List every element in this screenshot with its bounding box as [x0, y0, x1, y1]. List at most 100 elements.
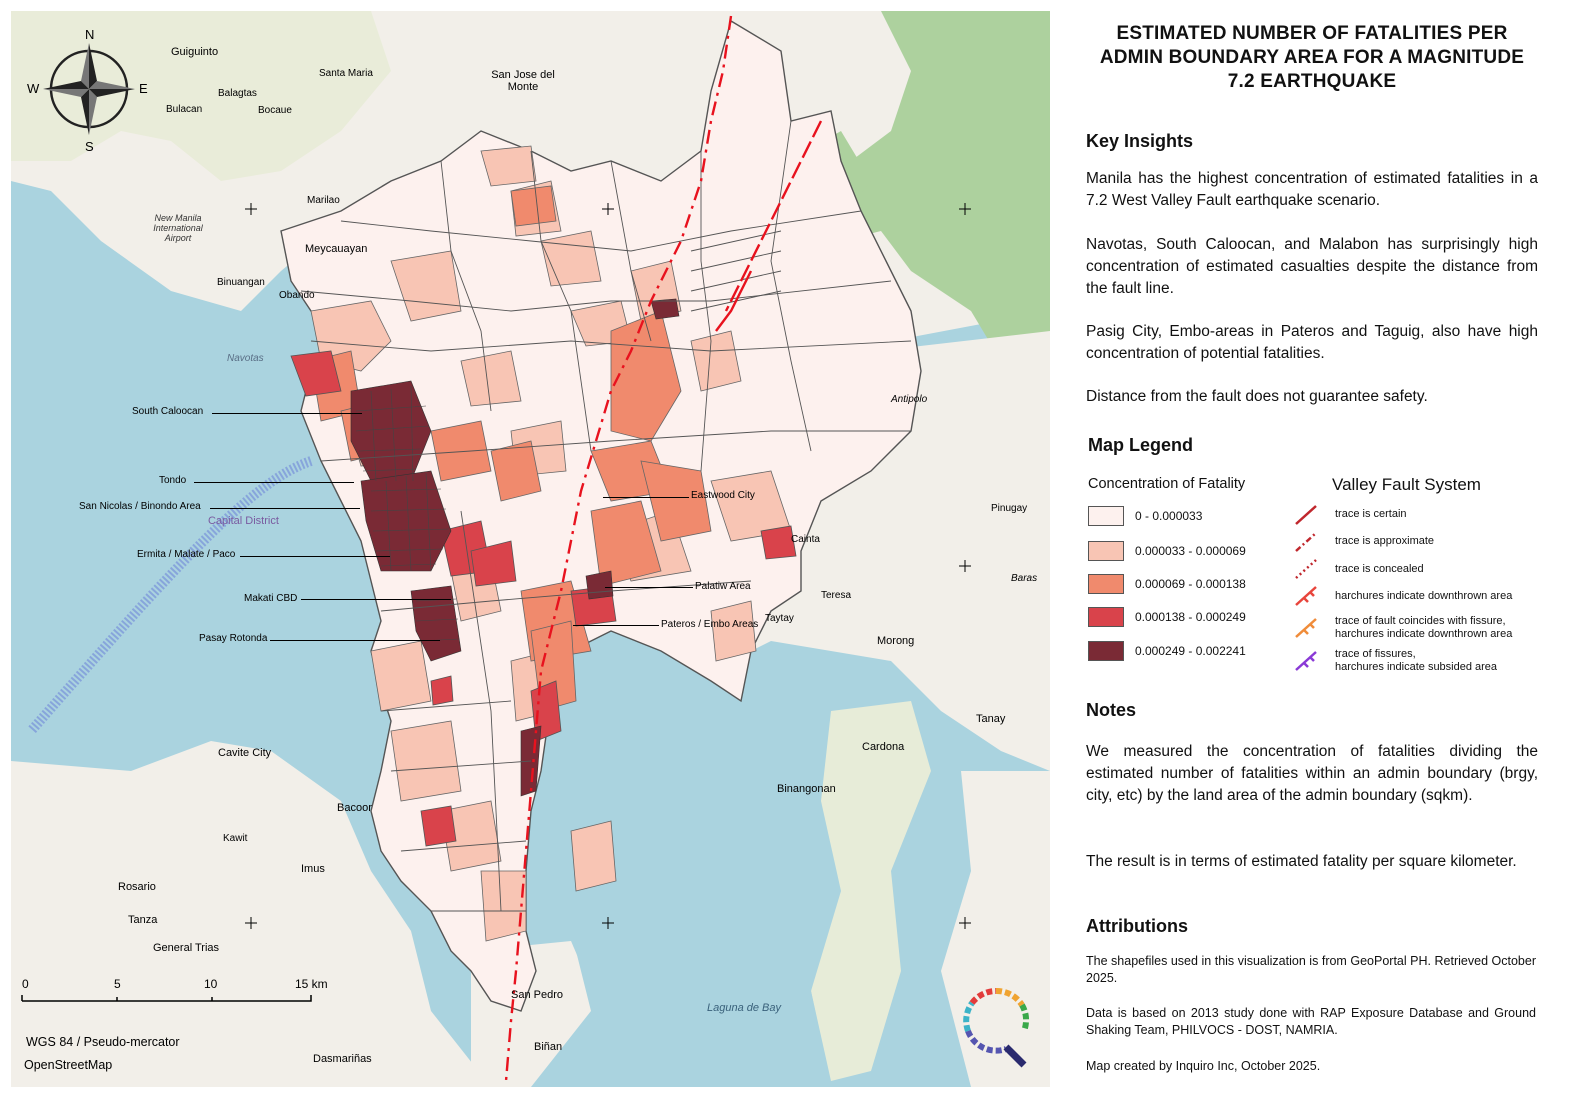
- fault-item-coincides-line1: trace of fault coincides with fissure,: [1335, 615, 1506, 627]
- leader-ermita: [240, 556, 390, 557]
- legend-swatch-2: [1088, 541, 1124, 561]
- place-morong: Morong: [877, 635, 915, 647]
- place-cainta: Cainta: [791, 534, 820, 545]
- legend-class-label-1: 0 - 0.000033: [1135, 509, 1203, 523]
- fault-item-concealed: trace is concealed: [1335, 563, 1424, 575]
- land-bulacan: [11, 11, 391, 181]
- scale-tick-0: 0: [22, 977, 29, 991]
- insight-4: Distance from the fault does not guarant…: [1086, 388, 1428, 405]
- label-palatiw-area: Palatiw Area: [695, 581, 751, 592]
- label-south-caloocan: South Caloocan: [132, 406, 204, 417]
- scale-tick-15: 15 km: [295, 977, 328, 991]
- compass-n-label: N: [85, 27, 95, 42]
- laguna-de-bay: [531, 651, 831, 1087]
- crs-label: WGS 84 / Pseudo-mercator: [26, 1035, 180, 1049]
- place-dasmarinas: Dasmariñas: [313, 1053, 372, 1065]
- label-pasay-rotonda: Pasay Rotonda: [199, 633, 268, 644]
- legend-class-label-2: 0.000033 - 0.000069: [1135, 544, 1246, 558]
- label-makati-cbd: Makati CBD: [244, 593, 298, 604]
- insight-2: Navotas, South Caloocan, and Malabon has…: [1086, 236, 1538, 297]
- basemap-label: OpenStreetMap: [24, 1058, 113, 1072]
- fault-item-fissures-line1: trace of fissures,: [1335, 648, 1416, 660]
- valley-fault-lines: [504, 15, 823, 1082]
- place-cavite-city: Cavite City: [218, 747, 272, 759]
- key-insights-heading: Key Insights: [1086, 131, 1194, 151]
- place-tanza: Tanza: [128, 914, 158, 926]
- title-line-2: ADMIN BOUNDARY AREA FOR A MAGNITUDE: [1099, 47, 1525, 68]
- place-antipolo: Antipolo: [891, 394, 928, 405]
- map-frame[interactable]: N S E W Guiguinto Bulacan Balagtas Bocau…: [11, 11, 1050, 1087]
- compass-w-label: W: [27, 81, 40, 96]
- place-pinugay: Pinugay: [991, 503, 1028, 514]
- legend-swatch-1: [1088, 506, 1124, 526]
- leader-pasay: [270, 640, 440, 641]
- place-general-trias: General Trias: [153, 942, 220, 954]
- place-bacoor: Bacoor: [337, 802, 372, 814]
- place-laguna-de-bay: Laguna de Bay: [707, 1002, 782, 1014]
- info-panel: ESTIMATED NUMBER OF FATALITIES PER ADMIN…: [1072, 0, 1552, 1116]
- place-navotas-water: Navotas: [227, 353, 264, 364]
- fault-item-fissures: trace of fissures, harchures indicate su…: [1335, 648, 1497, 674]
- label-tondo: Tondo: [159, 475, 187, 486]
- legend-class-label-4: 0.000138 - 0.000249: [1135, 610, 1246, 624]
- leader-palatiw: [605, 587, 693, 588]
- admin-boundaries: [300, 120, 912, 912]
- place-marilao: Marilao: [307, 195, 340, 206]
- place-santa-maria: Santa Maria: [319, 68, 373, 79]
- notes-heading: Notes: [1086, 700, 1137, 720]
- land-talim: [811, 701, 931, 1081]
- map-canvas[interactable]: [11, 11, 1050, 1087]
- scale-bar: [21, 995, 312, 1002]
- place-bulacan: Bulacan: [166, 104, 203, 115]
- leader-makati: [301, 599, 451, 600]
- place-binan: Biñan: [534, 1041, 563, 1053]
- place-binuangan: Binuangan: [217, 277, 265, 288]
- place-san-pedro: San Pedro: [511, 989, 563, 1001]
- map-title: ESTIMATED NUMBER OF FATALITIES PER ADMIN…: [1072, 22, 1552, 94]
- attribution-2: Data is based on 2013 study done with RA…: [1086, 1006, 1536, 1037]
- insight-3: Pasig City, Embo-areas in Pateros and Ta…: [1086, 323, 1538, 362]
- compass-rose: [43, 43, 135, 135]
- dashed-line-icon: [1295, 532, 1317, 552]
- legend-swatch-5: [1088, 641, 1124, 661]
- attribution-3: Map created by Inquiro Inc, October 2025…: [1086, 1059, 1321, 1073]
- place-capital-district: Capital District: [208, 515, 279, 527]
- leader-south-caloocan: [212, 413, 362, 414]
- place-taytay: Taytay: [765, 613, 794, 624]
- label-eastwood-city: Eastwood City: [691, 490, 755, 501]
- hachured-line-icon: [1295, 586, 1317, 606]
- place-tanay: Tanay: [976, 713, 1006, 725]
- legend-swatch-3: [1088, 574, 1124, 594]
- land-east-shore: [941, 771, 1050, 1087]
- place-obando: Obando: [279, 290, 315, 301]
- scale-tick-10: 10: [204, 977, 218, 991]
- legend-class-label-3: 0.000069 - 0.000138: [1135, 577, 1246, 591]
- forest-east: [801, 11, 1050, 381]
- place-cardona: Cardona: [862, 741, 905, 753]
- fault-item-approximate: trace is approximate: [1335, 535, 1435, 547]
- place-new-manila-airport: New Manila International Airport: [153, 213, 203, 243]
- leader-eastwood: [603, 497, 689, 498]
- hachured-fissure-icon: [1295, 618, 1317, 638]
- place-teresa: Teresa: [821, 590, 852, 601]
- fatality-class-4: [290, 350, 797, 847]
- fault-item-certain: trace is certain: [1335, 508, 1407, 520]
- title-line-1: ESTIMATED NUMBER OF FATALITIES PER: [1116, 23, 1508, 44]
- note-1: We measured the concentration of fatalit…: [1086, 743, 1538, 804]
- label-binondo: San Nicolas / Binondo Area: [79, 501, 201, 512]
- place-imus: Imus: [301, 863, 325, 875]
- place-binangonan: Binangonan: [777, 783, 836, 795]
- fault-item-coincides: trace of fault coincides with fissure, h…: [1335, 615, 1512, 641]
- solid-line-icon: [1295, 505, 1317, 525]
- scale-tick-5: 5: [114, 977, 121, 991]
- dense-boundaries: [355, 385, 460, 642]
- leader-binondo: [210, 508, 360, 509]
- fault-item-hachures: harchures indicate downthrown area: [1335, 590, 1513, 602]
- legend-class-label-5: 0.000249 - 0.002241: [1135, 644, 1246, 658]
- legend-heading: Map Legend: [1088, 435, 1194, 455]
- place-baras: Baras: [1011, 573, 1038, 584]
- grid-crosses: [245, 203, 971, 929]
- place-balagtas: Balagtas: [218, 88, 257, 99]
- attributions-heading: Attributions: [1086, 916, 1188, 936]
- legend-fault-title: Valley Fault System: [1332, 475, 1481, 494]
